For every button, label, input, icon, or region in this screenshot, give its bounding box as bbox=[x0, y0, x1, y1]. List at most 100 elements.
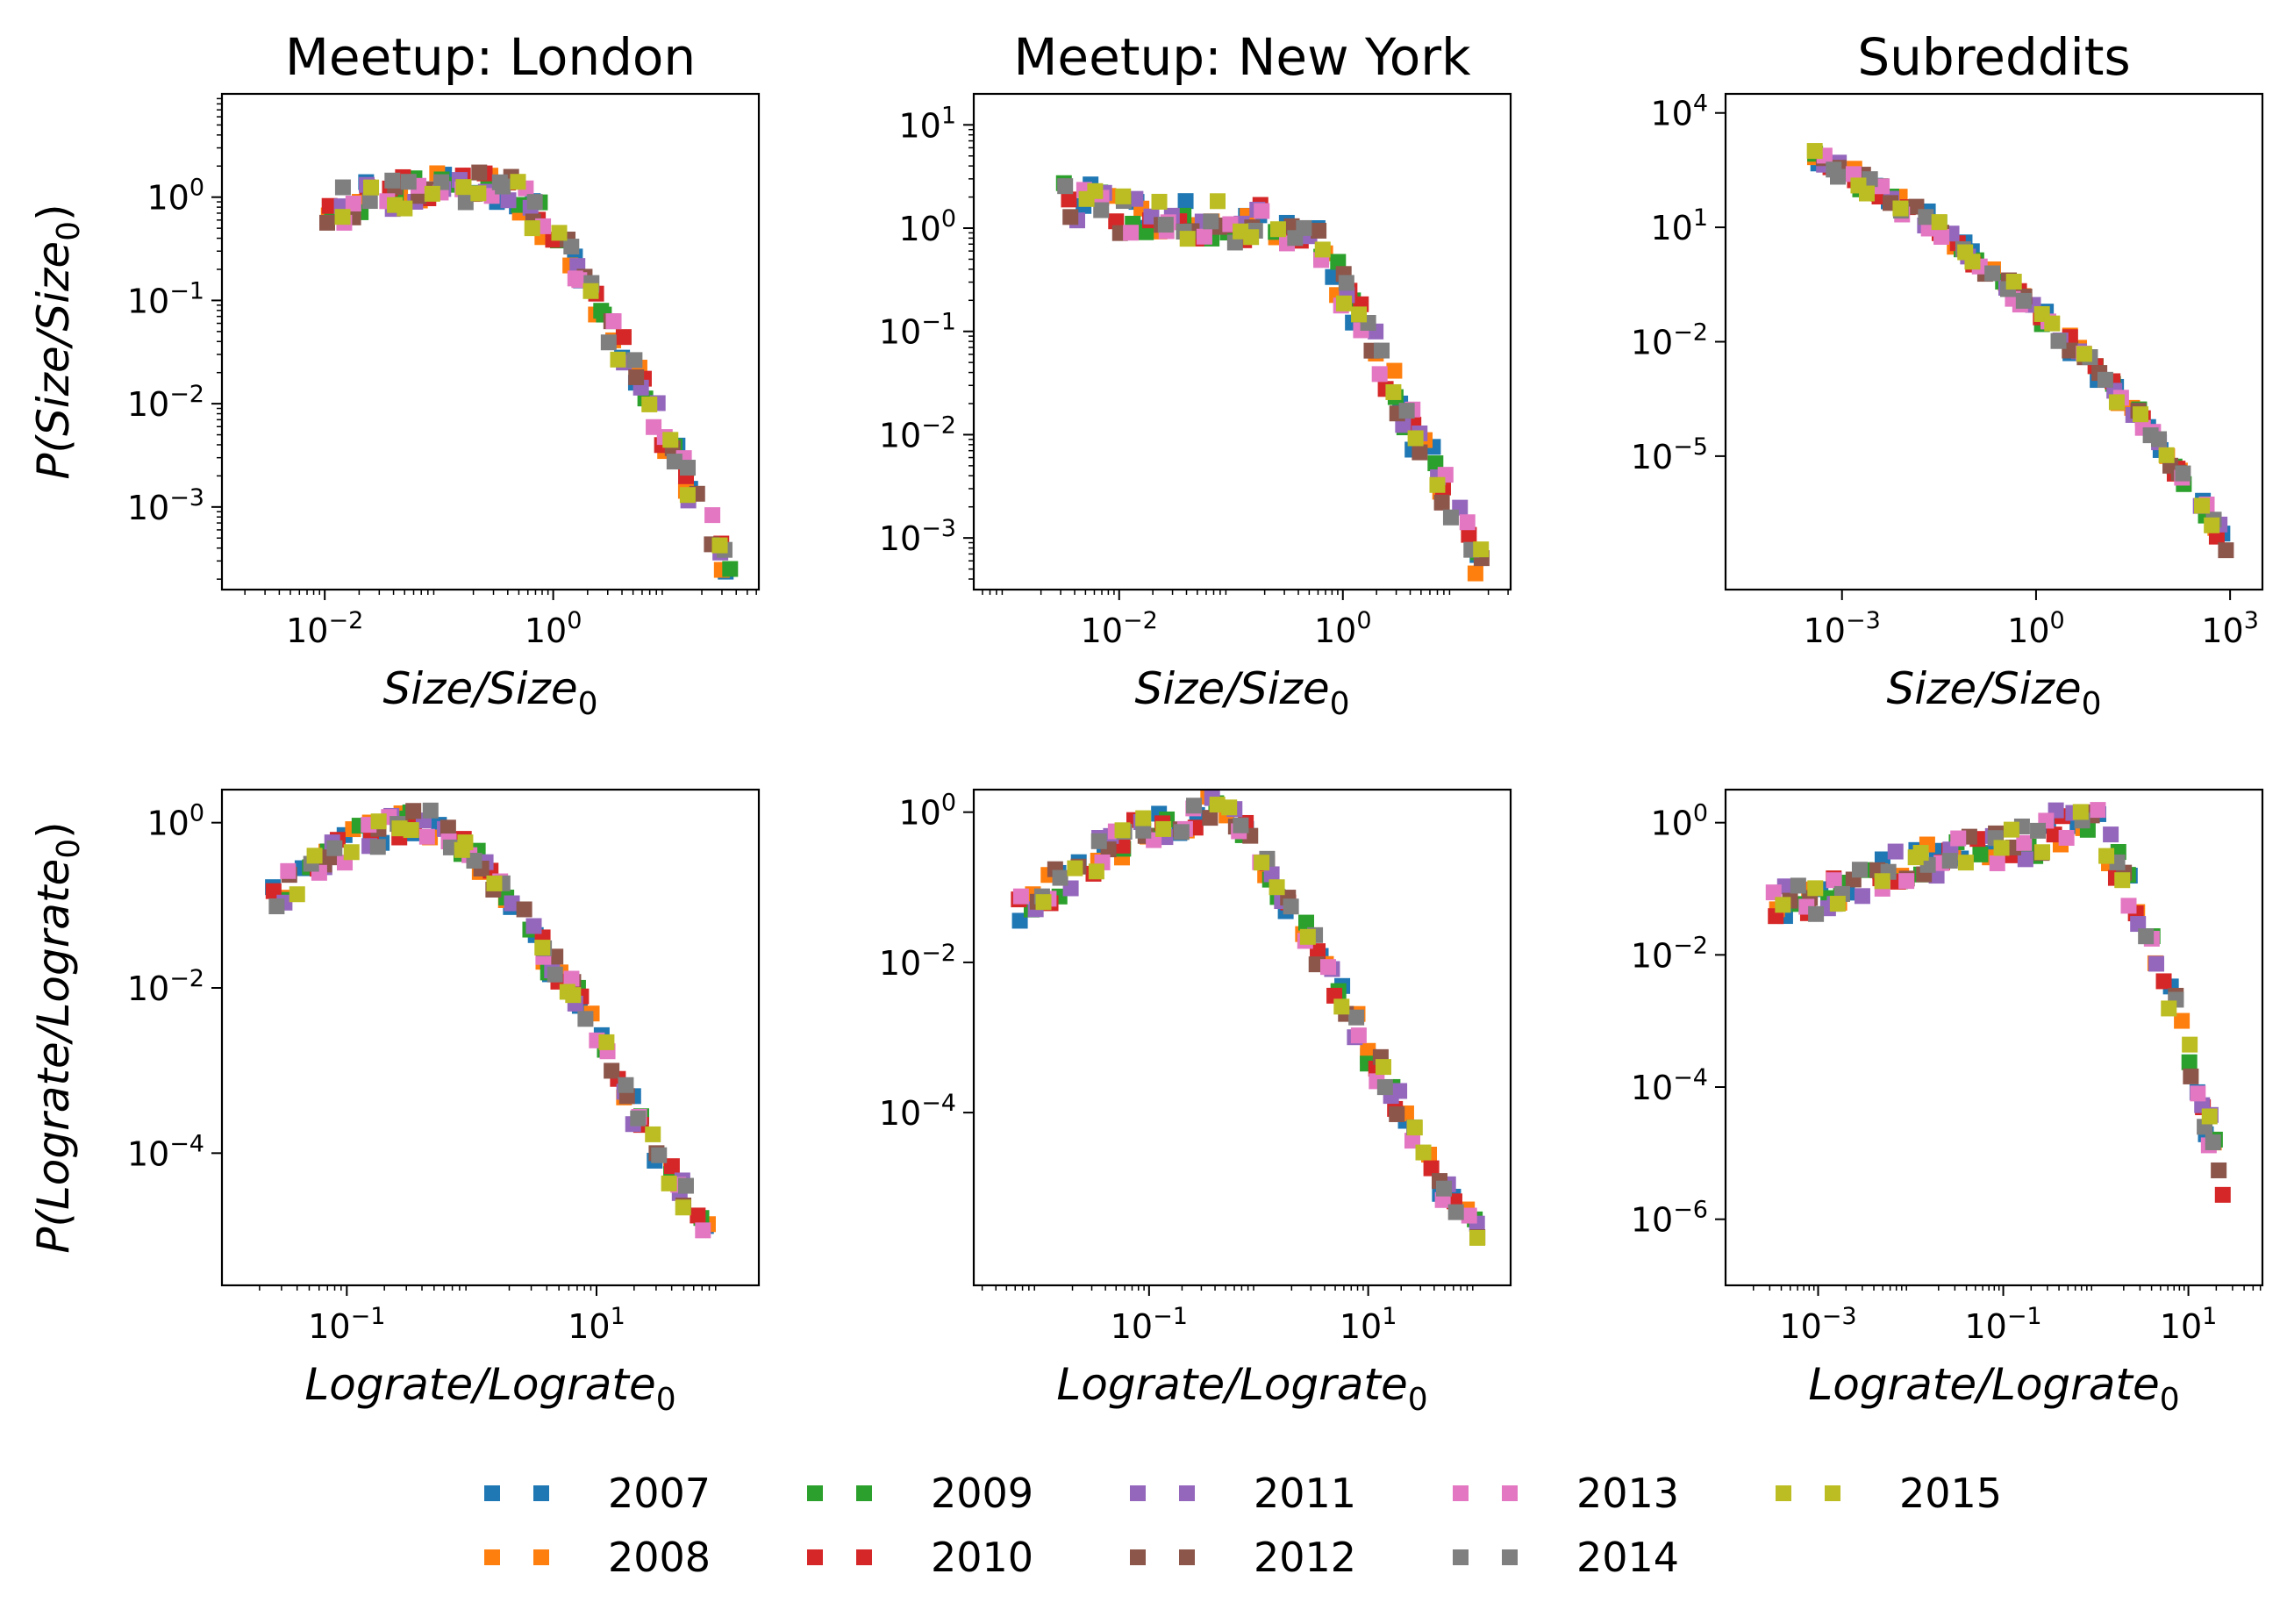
y-tick-label: 104 bbox=[1650, 90, 1708, 133]
point-2014 bbox=[1398, 403, 1415, 419]
point-2015 bbox=[2076, 346, 2092, 362]
point-2015 bbox=[1151, 193, 1168, 210]
point-2015 bbox=[343, 844, 360, 861]
point-2015 bbox=[1179, 231, 1196, 247]
y-tick-label: 10−4 bbox=[127, 1130, 204, 1173]
point-2015 bbox=[1135, 810, 1152, 826]
point-2013 bbox=[1371, 366, 1388, 383]
point-2013 bbox=[1320, 959, 1337, 976]
point-2015 bbox=[2114, 872, 2131, 889]
point-2011 bbox=[525, 918, 542, 934]
point-2014 bbox=[1090, 833, 1107, 849]
point-2014 bbox=[2097, 371, 2113, 388]
point-2013 bbox=[695, 1222, 711, 1239]
point-2009 bbox=[1298, 914, 1315, 931]
point-2011 bbox=[2148, 955, 2165, 972]
point-2015 bbox=[1209, 797, 1226, 813]
point-2010 bbox=[663, 1158, 680, 1175]
legend-marker bbox=[856, 1549, 872, 1565]
point-2015 bbox=[1429, 476, 1446, 493]
x-tick-label: 10−1 bbox=[1111, 1303, 1188, 1346]
data-points bbox=[318, 164, 739, 580]
point-2014 bbox=[334, 179, 351, 196]
point-2015 bbox=[306, 848, 323, 864]
point-2015 bbox=[2201, 1108, 2218, 1125]
legend-marker bbox=[1179, 1485, 1195, 1501]
point-2014 bbox=[2175, 465, 2191, 482]
panel-2: 10−2 100 10−3 10−2 10−1 100 101 Meetup: New Yor… bbox=[879, 27, 1512, 722]
point-2015 bbox=[1035, 894, 1052, 911]
point-2013 bbox=[2058, 829, 2075, 846]
data-points bbox=[1011, 790, 1486, 1246]
point-2012 bbox=[2211, 1162, 2227, 1178]
point-2014 bbox=[1157, 217, 1174, 233]
point-2014 bbox=[626, 352, 643, 368]
point-2015 bbox=[662, 432, 679, 448]
point-2015 bbox=[403, 822, 419, 839]
point-2014 bbox=[1984, 265, 2001, 282]
y-tick-label: 10−2 bbox=[879, 411, 956, 454]
point-2013 bbox=[1196, 228, 1212, 245]
point-2010 bbox=[2155, 973, 2172, 990]
point-2010 bbox=[2046, 826, 2062, 843]
point-2014 bbox=[361, 193, 378, 210]
point-2014 bbox=[466, 853, 482, 869]
point-2015 bbox=[1806, 143, 1823, 160]
point-2010 bbox=[1310, 943, 1326, 960]
legend-marker bbox=[807, 1549, 823, 1565]
y-tick-label: 10−2 bbox=[127, 381, 204, 424]
point-2015 bbox=[370, 813, 387, 830]
point-2013 bbox=[2090, 802, 2106, 819]
point-2015 bbox=[289, 886, 305, 903]
point-2015 bbox=[1469, 1229, 1486, 1246]
point-2014 bbox=[326, 840, 343, 856]
point-2015 bbox=[1210, 193, 1226, 210]
legend-entry-2010: 2010 bbox=[807, 1534, 1033, 1581]
x-tick-label: 10−2 bbox=[286, 607, 363, 650]
legend-label: 2010 bbox=[931, 1534, 1033, 1581]
x-tick-label: 10−2 bbox=[1081, 607, 1158, 650]
point-2015 bbox=[551, 225, 568, 241]
point-2014 bbox=[680, 460, 697, 476]
point-2009 bbox=[2181, 1054, 2198, 1070]
point-2014 bbox=[1203, 213, 1219, 230]
legend-marker bbox=[1776, 1485, 1791, 1501]
plot-area bbox=[1726, 94, 2262, 590]
point-2013 bbox=[1123, 225, 1140, 241]
point-2015 bbox=[1335, 295, 1352, 311]
point-2010 bbox=[2214, 1186, 2231, 1203]
legend-label: 2012 bbox=[1254, 1534, 1356, 1581]
legend-marker bbox=[1453, 1485, 1469, 1501]
point-2014 bbox=[563, 239, 580, 255]
point-2014 bbox=[1442, 509, 1459, 526]
point-2015 bbox=[1269, 221, 1286, 238]
point-2015 bbox=[1114, 822, 1131, 839]
point-2014 bbox=[2030, 822, 2047, 839]
point-2015 bbox=[610, 351, 626, 368]
y-tick-label: 10−3 bbox=[127, 484, 204, 527]
point-2013 bbox=[1933, 228, 1950, 245]
point-2012 bbox=[471, 164, 488, 181]
point-2015 bbox=[1155, 820, 1172, 837]
point-2010 bbox=[690, 1207, 706, 1224]
point-2015 bbox=[2034, 844, 2051, 861]
panel-title: Meetup: London bbox=[285, 27, 696, 87]
point-2015 bbox=[2098, 848, 2115, 864]
data-points bbox=[1765, 802, 2231, 1203]
point-2015 bbox=[661, 1175, 677, 1191]
point-2014 bbox=[495, 178, 511, 195]
point-2009 bbox=[1972, 846, 1989, 862]
point-2012 bbox=[1389, 1105, 1405, 1122]
point-2015 bbox=[711, 537, 728, 554]
point-2014 bbox=[1348, 1009, 1365, 1026]
legend-label: 2013 bbox=[1576, 1470, 1679, 1517]
point-2012 bbox=[405, 803, 422, 819]
point-2014 bbox=[1093, 202, 1110, 218]
point-2007 bbox=[1177, 193, 1194, 210]
y-tick-label: 100 bbox=[147, 800, 204, 843]
point-2011 bbox=[1391, 1083, 1408, 1099]
point-2014 bbox=[666, 454, 683, 470]
x-axis-label: Lograte/Lograte0 bbox=[1808, 1359, 2179, 1418]
legend-entry-2012: 2012 bbox=[1130, 1534, 1356, 1581]
